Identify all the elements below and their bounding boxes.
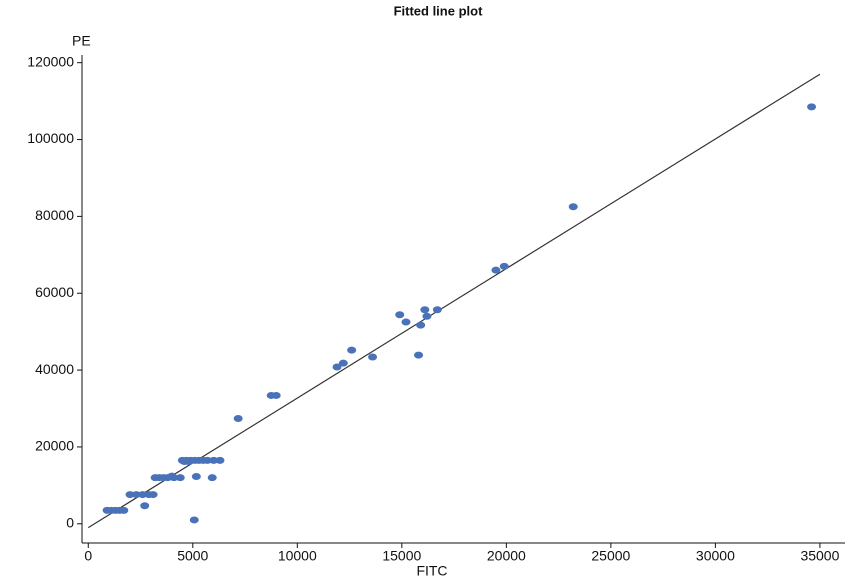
x-tick-label: 15000 — [382, 548, 421, 564]
y-tick-label: 100000 — [27, 130, 74, 146]
data-point — [414, 351, 424, 359]
chart-title: Fitted line plot — [394, 3, 483, 18]
data-point — [215, 456, 225, 464]
y-tick-label: 20000 — [35, 438, 74, 454]
y-tick-label: 40000 — [35, 361, 74, 377]
x-axis-label: FITC — [416, 563, 447, 579]
data-point — [491, 266, 501, 274]
data-point — [209, 456, 219, 464]
x-tick-label: 25000 — [591, 548, 630, 564]
data-point — [432, 306, 442, 314]
data-point — [416, 321, 426, 329]
x-tick-label: 30000 — [696, 548, 735, 564]
x-tick-label: 5000 — [177, 548, 208, 564]
data-point — [119, 506, 129, 514]
data-point — [338, 359, 348, 367]
y-axis-label: PE — [72, 33, 91, 49]
data-point — [148, 491, 158, 499]
data-point — [332, 363, 342, 371]
y-tick-label: 0 — [66, 514, 74, 530]
data-point — [807, 103, 817, 111]
x-tick-label: 20000 — [487, 548, 526, 564]
data-point — [420, 306, 430, 314]
data-point — [368, 353, 378, 361]
data-point — [395, 311, 405, 319]
y-tick-label: 120000 — [27, 53, 74, 69]
data-point — [184, 458, 194, 466]
data-point — [191, 473, 201, 481]
data-point — [233, 415, 243, 423]
data-point — [202, 456, 212, 464]
fitted-line — [87, 73, 821, 529]
data-point — [138, 491, 148, 499]
x-tick-label: 35000 — [800, 548, 839, 564]
data-point — [125, 491, 135, 499]
data-point — [140, 502, 150, 510]
data-point — [167, 472, 177, 480]
data-point — [499, 262, 509, 270]
data-point — [568, 203, 578, 211]
y-tick-label: 60000 — [35, 284, 74, 300]
data-point — [422, 312, 432, 320]
data-point — [207, 474, 217, 482]
data-point — [401, 318, 411, 326]
data-point — [131, 491, 141, 499]
data-point — [347, 346, 357, 354]
data-point — [175, 474, 185, 482]
data-point — [271, 391, 281, 399]
y-tick-label: 80000 — [35, 207, 74, 223]
x-tick-label: 10000 — [278, 548, 317, 564]
data-point — [189, 516, 199, 524]
x-tick-label: 0 — [84, 548, 92, 564]
